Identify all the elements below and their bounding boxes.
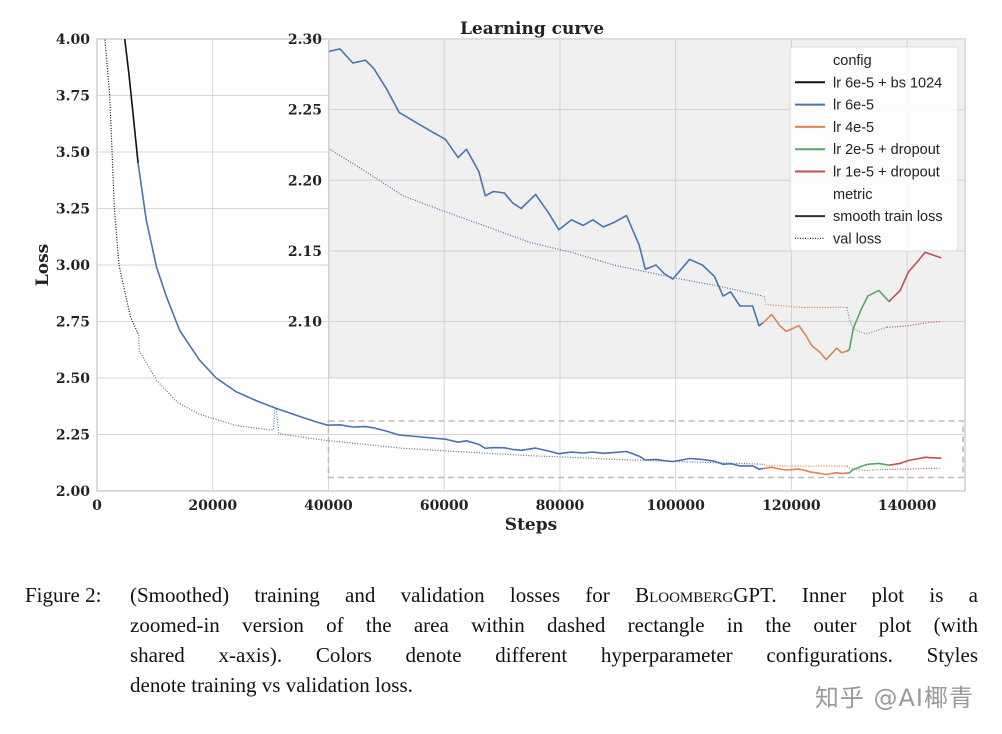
- outer-y-tick-label: 2.25: [56, 428, 90, 444]
- legend-metric-title: metric: [833, 187, 872, 203]
- inner-series-group: [329, 48, 942, 361]
- outer-x-tick-label: 100000: [646, 498, 705, 514]
- outer-y-tick-label: 3.75: [56, 89, 90, 105]
- caption-model-name: Bloomberg: [635, 583, 734, 607]
- outer-x-tick-label: 140000: [878, 498, 937, 514]
- caption-text: GPT. Inner plot is a: [733, 583, 978, 607]
- caption-line-4: denote training vs validation loss.: [130, 673, 413, 697]
- outer-line-lr-2e-5-dropout-train-loss: [846, 462, 890, 474]
- outer-y-tick-label: 3.25: [56, 202, 90, 218]
- outer-x-tick-label: 0: [92, 498, 102, 514]
- caption-label: Figure 2:: [25, 583, 102, 607]
- outer-y-tick-label: 2.50: [56, 371, 90, 387]
- legend-item: lr 1e-5 + dropout: [833, 165, 940, 181]
- outer-y-tick-label: 2.00: [56, 484, 90, 500]
- caption-line-1: (Smoothed) training and validation losse…: [130, 580, 978, 610]
- inner-y-tick-label: 2.20: [288, 173, 322, 189]
- legend-item: lr 6e-5: [833, 98, 874, 114]
- legend-item: lr 6e-5 + bs 1024: [833, 75, 942, 91]
- y-axis-label: Loss: [33, 244, 53, 286]
- inner-y-tick-label: 2.30: [288, 32, 322, 48]
- outer-x-tick-label: 20000: [188, 498, 237, 514]
- inner-line-lr-1e-5-dropout-val-loss: [886, 320, 940, 328]
- caption-line-3: shared x-axis). Colors denote different …: [130, 643, 978, 667]
- legend-item: smooth train loss: [833, 209, 943, 225]
- outer-line-lr-6e-5-bs-1024-val-loss: [104, 39, 140, 336]
- outer-line-lr-6e-5-train-loss: [137, 163, 764, 470]
- outer-y-tick-label: 3.50: [56, 145, 90, 161]
- outer-line-lr-4e-5-train-loss: [762, 466, 848, 476]
- outer-line-lr-2e-5-dropout-val-loss: [846, 465, 887, 471]
- x-axis-label: Steps: [505, 515, 557, 535]
- caption-line-2: zoomed-in version of the area within das…: [130, 613, 978, 637]
- outer-y-tick-label: 3.00: [56, 258, 90, 274]
- zoom-rectangle: [327, 420, 964, 479]
- outer-x-tick-label: 80000: [536, 498, 585, 514]
- inner-line-lr-1e-5-dropout-train-loss: [888, 251, 942, 303]
- outer-y-tick-label: 4.00: [56, 32, 90, 48]
- outer-line-lr-6e-5-bs-1024-train-loss: [123, 39, 139, 164]
- inner-line-lr-2e-5-dropout-train-loss: [846, 289, 890, 352]
- caption-text: (Smoothed) training and validation losse…: [130, 583, 636, 607]
- learning-curve-figure: 0 20000 40000 60000 80000 100000 120000 140000 2…: [33, 19, 966, 535]
- outer-line-lr-6e-5-val-loss: [138, 335, 764, 465]
- caption-body: (Smoothed) training and validation losse…: [130, 580, 978, 700]
- inner-y-tick-label: 2.25: [288, 103, 322, 119]
- inner-line-lr-6e-5-train-loss: [329, 48, 764, 327]
- legend-item: lr 4e-5: [833, 120, 874, 136]
- outer-line-lr-1e-5-dropout-train-loss: [889, 456, 942, 466]
- outer-x-tick-label: 40000: [304, 498, 353, 514]
- outer-series-group: [104, 39, 942, 476]
- chart-title: Learning curve: [460, 19, 604, 39]
- outer-x-tick-label: 120000: [762, 498, 821, 514]
- legend-item: val loss: [833, 231, 881, 247]
- inner-line-lr-4e-5-val-loss: [763, 295, 847, 308]
- inner-y-tick-label: 2.10: [288, 315, 322, 331]
- outer-y-tick-label: 2.75: [56, 315, 90, 331]
- legend-box: [789, 46, 959, 252]
- inner-axes-frame: [328, 38, 966, 379]
- legend-config-title: config: [833, 53, 872, 69]
- watermark: 知乎 @AI椰青: [814, 684, 974, 712]
- outer-line-lr-1e-5-dropout-val-loss: [886, 467, 940, 470]
- legend-item: lr 2e-5 + dropout: [833, 142, 940, 158]
- inner-line-lr-4e-5-train-loss: [762, 313, 848, 361]
- inner-y-tick-label: 2.15: [288, 244, 322, 260]
- outer-x-tick-label: 60000: [420, 498, 469, 514]
